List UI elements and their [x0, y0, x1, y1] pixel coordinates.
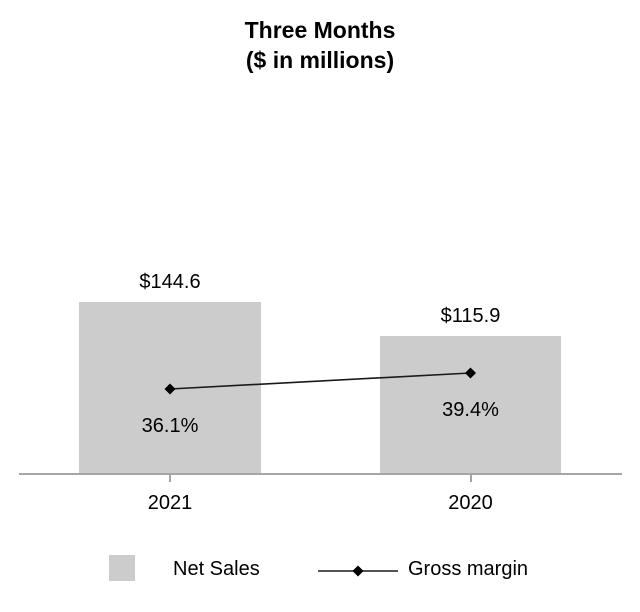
- gross-margin-label-2020: 39.4%: [442, 399, 499, 421]
- chart-title-line1: Three Months: [244, 17, 396, 43]
- legend-diamond-marker: [352, 565, 364, 577]
- x-axis-tick-2020: [469, 473, 472, 482]
- bar-value-label-2021: $144.6: [139, 271, 201, 293]
- chart-title-line2: ($ in millions): [245, 47, 395, 73]
- legend-label-net-sales: Net Sales: [173, 558, 260, 580]
- gross-margin-label-2021: 36.1%: [141, 415, 199, 437]
- net-sales-bar-2020: [380, 336, 561, 473]
- x-axis-line: [19, 473, 622, 475]
- bar-value-label-2020: $115.9: [440, 305, 501, 327]
- chart-title: Three Months ($ in millions): [0, 15, 640, 75]
- net-sales-legend-swatch: [109, 555, 135, 581]
- gross-margin-legend-swatch: [318, 565, 398, 577]
- x-axis-label-2020: 2020: [448, 492, 493, 514]
- legend-label-gross-margin: Gross margin: [408, 558, 529, 580]
- x-axis-label-2021: 2021: [147, 492, 193, 514]
- x-axis-tick-2021: [169, 473, 171, 482]
